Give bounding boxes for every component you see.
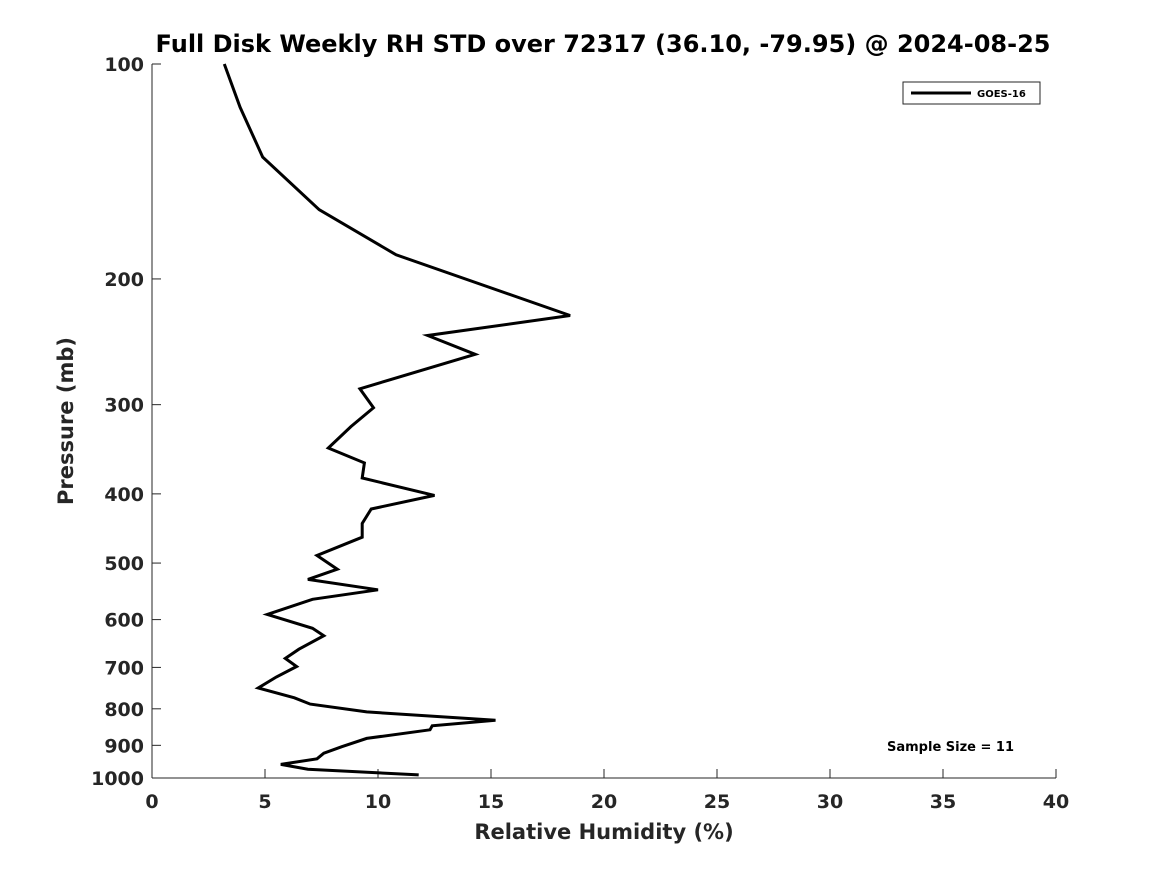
x-tick-label: 15: [478, 791, 504, 813]
x-tick-label: 35: [930, 791, 956, 813]
y-tick-label: 200: [104, 269, 144, 291]
x-tick-label: 10: [365, 791, 391, 813]
y-tick-label: 400: [104, 484, 144, 506]
x-tick-label: 25: [704, 791, 730, 813]
y-tick-label: 100: [104, 54, 144, 76]
x-tick-label: 0: [145, 791, 158, 813]
x-tick-label: 20: [591, 791, 617, 813]
legend-label: GOES-16: [977, 89, 1026, 100]
sample-size-annotation: Sample Size = 11: [887, 740, 1014, 755]
y-tick-label: 1000: [91, 768, 144, 790]
x-axis-label: Relative Humidity (%): [474, 820, 733, 844]
series-line: [222, 63, 571, 777]
x-tick-label: 40: [1043, 791, 1069, 813]
y-axis-label: Pressure (mb): [54, 337, 78, 505]
legend-box: [902, 81, 1041, 105]
y-tick-label: 800: [104, 699, 144, 721]
x-tick-label: 30: [817, 791, 843, 813]
y-tick-label: 300: [104, 395, 144, 417]
y-tick-label: 600: [104, 610, 144, 632]
chart-title: Full Disk Weekly RH STD over 72317 (36.1…: [156, 30, 1051, 58]
legend: GOES-16: [902, 81, 1041, 105]
y-tick-label: 500: [104, 553, 144, 575]
y-tick-label: 900: [104, 735, 144, 757]
y-tick-label: 700: [104, 657, 144, 679]
axes: 0 5 10 15 20 25 30 35 40 100 200 300 400 500 600 700 800…: [91, 54, 1069, 813]
series-layer: [222, 63, 571, 777]
x-tick-label: 5: [258, 791, 271, 813]
